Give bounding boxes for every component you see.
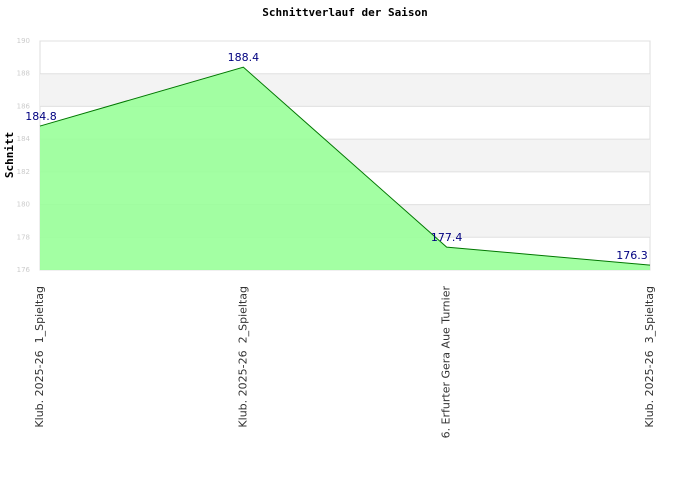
value-label: 176.3 — [616, 249, 648, 262]
x-tick-label: Klub. 2025-26 1_Spieltag — [33, 286, 46, 428]
y-tick-label: 184 — [17, 135, 31, 143]
value-label: 188.4 — [228, 51, 260, 64]
x-tick-label: 6. Erfurter Gera Aue Turnier — [440, 286, 453, 439]
chart-title: Schnittverlauf der Saison — [262, 6, 428, 19]
x-tick-label: Klub. 2025-26 2_Spieltag — [236, 286, 249, 428]
value-label: 184.8 — [25, 110, 57, 123]
y-tick-label: 182 — [17, 168, 30, 176]
y-tick-label: 176 — [17, 266, 31, 274]
x-tick-label: Klub. 2025-26 3_Spieltag — [643, 286, 656, 428]
y-tick-label: 178 — [17, 233, 30, 241]
area — [40, 67, 650, 271]
y-axis-label: Schnitt — [3, 132, 16, 178]
y-tick-label: 188 — [17, 70, 30, 78]
y-tick-label: 180 — [17, 201, 30, 209]
y-tick-label: 186 — [17, 102, 31, 110]
y-tick-label: 190 — [17, 37, 30, 45]
value-label: 177.4 — [431, 231, 463, 244]
line — [39, 66, 651, 266]
